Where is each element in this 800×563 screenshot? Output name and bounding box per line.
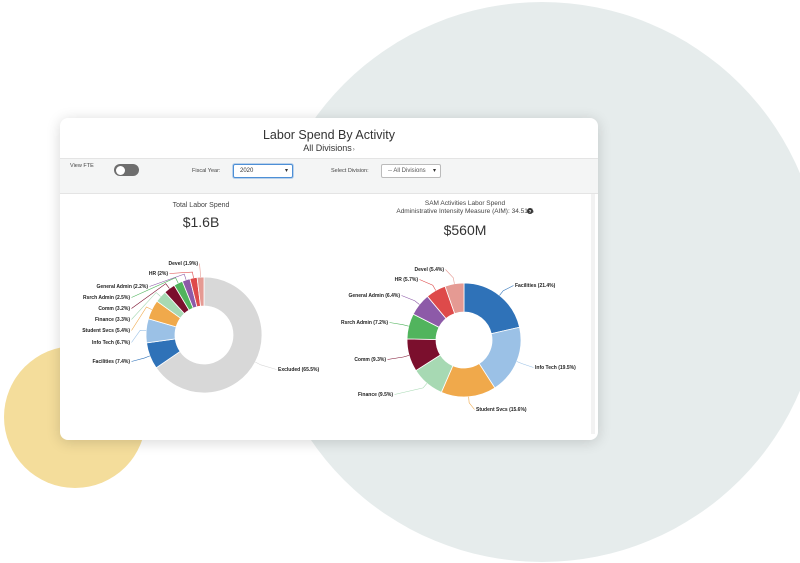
leader-line <box>131 306 152 331</box>
svg-text:?: ? <box>529 209 532 214</box>
chevron-right-icon: › <box>352 147 355 153</box>
leader-line <box>389 322 409 327</box>
leader-line <box>499 285 514 296</box>
leader-line <box>199 263 201 278</box>
chart1-title: Total Labor Spend <box>173 202 230 209</box>
leader-line <box>394 383 428 395</box>
slice-label-student-svcs: Student Svcs (15.6%) <box>476 407 527 413</box>
leader-line <box>131 355 151 362</box>
division-breadcrumb-label: All Divisions <box>303 143 352 153</box>
leader-line <box>169 271 194 279</box>
division-value: -- All Divisions <box>388 168 426 174</box>
chart2-donut: Facilities (21.4%) Info Tech (19.5%) Stude… <box>341 267 576 413</box>
pie-slice-devel[interactable] <box>444 282 465 315</box>
slice-label-excluded: Excluded (65.5%) <box>278 367 319 373</box>
slice-label-hr: HR (2%) <box>149 271 169 277</box>
slice-label-comm: Comm (3.2%) <box>98 306 130 312</box>
pie-slice-excluded[interactable] <box>155 276 263 394</box>
leader-line <box>255 361 277 370</box>
aim-text: Administrative Intensity Measure (AIM): … <box>396 208 533 215</box>
leader-line <box>401 295 420 305</box>
slice-label-facilities: Facilities (7.4%) <box>92 359 130 365</box>
leader-line <box>131 283 170 309</box>
chart1-donut: Excluded (65.5%) Facilities (7.4%) Info Te… <box>82 261 319 394</box>
slice-label-general-admin: General Admin (6.4%) <box>349 293 401 299</box>
page-title: Labor Spend By Activity <box>262 128 396 142</box>
leader-line <box>131 329 147 343</box>
filter-bar: View FTE Fiscal Year: 2020 ▾ Select Divi… <box>60 158 598 194</box>
leader-line <box>149 273 187 287</box>
chart2-total: $560M <box>444 222 487 238</box>
division-label: Select Division: <box>331 168 369 174</box>
toggle-knob <box>115 165 125 175</box>
slice-label-rsrch-admin: Rsrch Admin (2.5%) <box>83 295 130 301</box>
leader-line <box>131 292 161 320</box>
leader-line <box>419 279 437 291</box>
chevron-down-icon: ▾ <box>432 168 436 174</box>
slice-label-info-tech: Info Tech (19.5%) <box>535 365 576 371</box>
slice-label-comm: Comm (9.3%) <box>354 357 386 363</box>
slice-label-student-svcs: Student Svcs (5.4%) <box>82 328 130 334</box>
view-fte-toggle[interactable] <box>114 164 139 176</box>
dashboard-card: Labor Spend By Activity All Divisions› V… <box>60 118 598 440</box>
chart2-subtitle: Administrative Intensity Measure (AIM): … <box>396 208 533 215</box>
view-fte-label: View FTE <box>70 163 94 169</box>
leader-line <box>387 355 410 360</box>
slice-label-finance: Finance (9.5%) <box>358 392 393 398</box>
slice-label-general-admin: General Admin (2.2%) <box>97 284 149 290</box>
slice-label-finance: Finance (3.3%) <box>95 317 130 323</box>
chart2-title: SAM Activities Labor Spend <box>425 200 506 207</box>
chevron-down-icon: ▾ <box>284 168 288 174</box>
leader-line <box>131 277 179 298</box>
slice-label-info-tech: Info Tech (6.7%) <box>92 340 130 346</box>
division-breadcrumb[interactable]: All Divisions› <box>60 143 598 153</box>
division-select[interactable]: -- All Divisions ▾ <box>381 164 441 178</box>
fiscal-year-select[interactable]: 2020 ▾ <box>233 164 293 178</box>
leader-line <box>468 396 475 410</box>
leader-line <box>516 361 534 368</box>
pie-slice-devel[interactable] <box>196 276 205 307</box>
pie-slice-facilities[interactable] <box>463 282 521 335</box>
fiscal-year-value: 2020 <box>240 168 254 174</box>
scrollbar[interactable] <box>591 194 595 434</box>
chart1-total: $1.6B <box>183 214 220 230</box>
slice-label-rsrch-admin: Rsrch Admin (7.2%) <box>341 320 388 326</box>
slice-label-hr: HR (5.7%) <box>395 277 419 283</box>
slice-label-facilities: Facilities (21.4%) <box>515 283 556 289</box>
slice-label-devel: Devel (5.4%) <box>415 267 445 273</box>
charts-canvas: Total Labor Spend $1.6B SAM Activities L… <box>82 200 576 413</box>
question-icon[interactable]: ? <box>527 208 533 214</box>
slice-label-devel: Devel (1.9%) <box>169 261 199 267</box>
leader-line <box>445 269 455 284</box>
fiscal-year-label: Fiscal Year: <box>192 168 221 174</box>
